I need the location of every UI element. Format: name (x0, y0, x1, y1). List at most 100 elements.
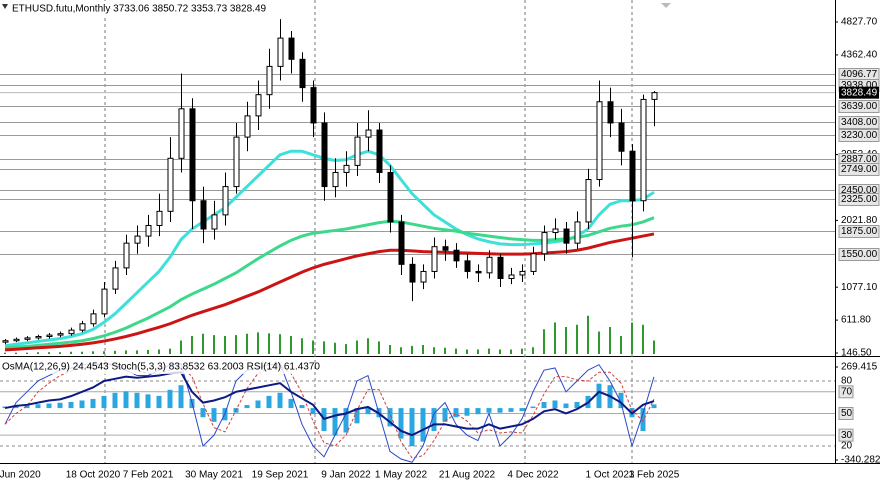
osma-bar (596, 383, 602, 409)
volume-bar (4, 352, 6, 354)
osc-level-box (838, 385, 854, 399)
price-label: 3828.49 (841, 87, 878, 98)
volume-bar (389, 345, 391, 354)
osc-level-label: 70 (841, 386, 853, 397)
osma-bar (266, 395, 272, 409)
volume-bar (323, 341, 325, 354)
osma-bar (123, 391, 129, 409)
level-box (838, 193, 880, 206)
candle-body (332, 171, 339, 188)
volume-bar (191, 336, 193, 354)
title-icon (2, 4, 8, 9)
volume-bar (246, 333, 248, 354)
candle-body (244, 115, 251, 138)
candle-body (387, 171, 394, 223)
candle-body (563, 228, 570, 244)
candle-body (233, 136, 240, 188)
candle-body (13, 338, 20, 342)
osma-bar (343, 408, 349, 433)
osc-level-label: 50 (841, 408, 853, 419)
osc-y2-label: 20 (841, 441, 853, 452)
candle-body (156, 210, 163, 226)
x-tick-label: 8 Jun 2020 (0, 470, 41, 481)
volume-bar (169, 348, 171, 354)
volume-bar (510, 349, 512, 354)
osc-level-box (838, 428, 854, 442)
volume-bar (202, 333, 204, 354)
candle-body (57, 333, 64, 336)
osma-bar (178, 385, 184, 409)
level-label: 1875.00 (841, 226, 878, 237)
osc-tick-label: 269.415 (841, 362, 878, 373)
volume-bar (609, 327, 611, 354)
axes: 4827.704362.402952.402021.801077.10611.8… (0, 17, 880, 481)
osma-bar (145, 394, 151, 409)
osma-bar (387, 408, 393, 427)
osma-bar (112, 392, 118, 409)
volume-bar (224, 336, 226, 354)
osma-bar (365, 408, 371, 415)
candle-body (167, 157, 174, 212)
volume-bar (631, 322, 633, 354)
volume-bar (312, 340, 314, 354)
osma-bar (453, 408, 459, 418)
volume-bar (59, 352, 61, 354)
volume-bar (334, 342, 336, 354)
candle-body (519, 270, 526, 276)
osma-bar (574, 401, 580, 409)
y-tick-label: 4362.40 (841, 50, 878, 61)
osma-bar (618, 392, 624, 409)
volume-bar (125, 350, 127, 354)
candle-body (35, 335, 42, 339)
level-label: 2325.00 (841, 194, 878, 205)
frame (0, 0, 880, 464)
candle-body (376, 129, 383, 173)
candle-body (145, 224, 152, 237)
volume-bar (477, 349, 479, 354)
osma-bar (486, 408, 492, 413)
candle-body (112, 267, 119, 290)
osc-level-box (838, 406, 854, 420)
candle-body (453, 249, 460, 262)
candle-body (420, 270, 427, 283)
osma-bar (497, 408, 503, 413)
osma-bar (277, 392, 283, 409)
osma-bar (46, 403, 52, 409)
candle-body (343, 164, 350, 173)
y-tick-label: 2021.80 (841, 215, 878, 226)
candle-body (541, 232, 548, 255)
oscillator-line (4, 364, 655, 459)
candle-body (552, 228, 559, 234)
y-tick-label: 4827.70 (841, 17, 878, 28)
volume-bar (48, 352, 50, 354)
volume-bar (466, 349, 468, 354)
candle-body (475, 270, 482, 274)
level-label: 2749.00 (841, 164, 878, 175)
title-bg (10, 1, 260, 16)
candle-body (365, 129, 372, 138)
level-box (838, 116, 880, 129)
volume-bar (103, 351, 105, 354)
candle-body (651, 92, 658, 100)
x-tick-label: 21 Aug 2022 (439, 470, 496, 481)
x-tick-label: 4 Dec 2022 (507, 470, 559, 481)
candle-body (321, 122, 328, 188)
volume-bar (521, 348, 523, 354)
volume-bar (158, 349, 160, 354)
volume-bar (565, 327, 567, 354)
osma-bar (13, 405, 19, 409)
level-label: 3408.00 (841, 117, 878, 128)
volume-bar (279, 334, 281, 354)
x-tick-label: 30 May 2021 (185, 470, 243, 481)
candle-body (508, 274, 515, 280)
candles (2, 19, 658, 345)
volume-bar (411, 345, 413, 354)
volume-bar (213, 335, 215, 354)
volume-bar (400, 347, 402, 354)
level-label: 3639.00 (841, 101, 878, 112)
osma-bar (332, 408, 338, 436)
volume-bar (532, 347, 534, 354)
